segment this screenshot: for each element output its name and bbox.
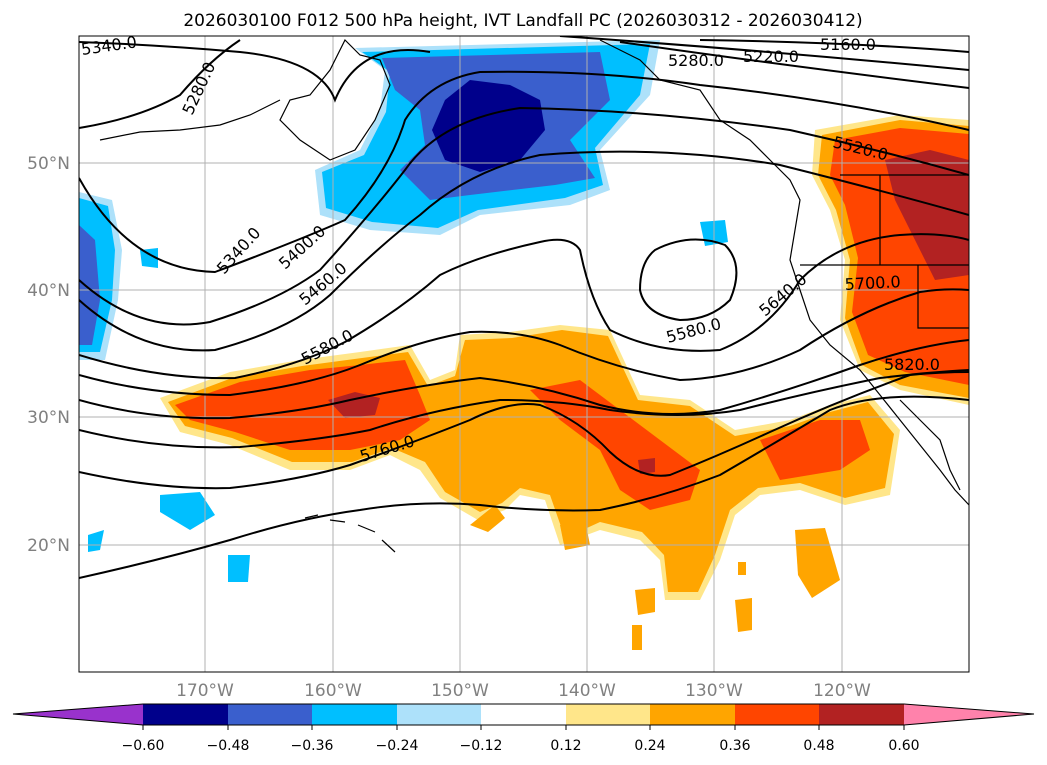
- ivt-region-pos-small: [738, 562, 746, 575]
- contour-line-5580-low: [638, 238, 738, 322]
- colorbar-segment: [312, 704, 397, 725]
- lat-label-40n: 40°N: [27, 281, 70, 301]
- colorbar-segment: [481, 704, 566, 725]
- ivt-region-pos-ar-dark: [638, 458, 655, 474]
- contour-line-5280-west: [79, 39, 241, 129]
- contour-line-5580: [79, 288, 969, 397]
- contour-line-5160: [699, 39, 969, 53]
- ivt-region-pos-small: [635, 588, 655, 615]
- ivt-region-neg-west-blue: [79, 225, 100, 345]
- coastline-alaska-peninsula: [99, 99, 281, 141]
- lon-label-160w: 160°W: [304, 681, 362, 701]
- contour-line-5820: [79, 395, 969, 579]
- coastline-alaska: [279, 38, 391, 161]
- coastline-north-america: [599, 39, 969, 506]
- graticule: [79, 36, 969, 672]
- state-borders: [800, 174, 969, 329]
- contour-label-5220: 5220.0: [743, 47, 799, 66]
- lon-label-170w: 170°W: [176, 681, 234, 701]
- colorbar-tick-label: −0.48: [207, 738, 250, 754]
- ivt-region-pos-dark: [885, 150, 969, 280]
- colorbar-segment: [228, 704, 312, 725]
- lon-axis: 170°W 160°W 150°W 140°W 130°W 120°W: [176, 681, 871, 701]
- ivt-region-neg-small: [140, 248, 158, 268]
- colorbar-extend-low: [13, 704, 143, 725]
- ivt-region-pos-small: [560, 520, 590, 550]
- contour-label-5820: 5820.0: [884, 355, 940, 374]
- ivt-region-pos-small: [632, 625, 642, 650]
- contour-line-5220: [559, 36, 969, 71]
- colorbar-segment: [397, 704, 481, 725]
- contour-label-5160: 5160.0: [820, 35, 876, 54]
- ivt-region-pos-ar-dark: [328, 392, 380, 418]
- ivt-region-pos-ar-red: [175, 360, 430, 450]
- lat-label-30n: 30°N: [27, 408, 70, 428]
- contour-line-5640: [79, 339, 969, 420]
- colorbar-tick-label: 0.36: [719, 738, 750, 754]
- ivt-region-pos-small: [735, 598, 752, 632]
- ivt-region-pos-ar-red: [530, 380, 700, 510]
- lon-label-130w: 130°W: [685, 681, 743, 701]
- map-frame: [78, 35, 970, 673]
- colorbar: −0.60 −0.48 −0.36 −0.24 −0.12 0.12 0.24 …: [12, 703, 1035, 754]
- colorbar-ticks: [142, 725, 905, 730]
- contour-line-5400: [79, 106, 969, 326]
- colorbar-segment: [566, 704, 650, 725]
- colorbar-segment: [143, 704, 228, 725]
- height-contours: [79, 36, 969, 579]
- ivt-fill-layer: [79, 40, 969, 650]
- colorbar-tick-label: 0.48: [803, 738, 834, 754]
- contour-line-5520: [79, 233, 969, 380]
- lon-label-150w: 150°W: [431, 681, 489, 701]
- colorbar-segment: [650, 704, 735, 725]
- lon-label-120w: 120°W: [813, 681, 871, 701]
- colorbar-tick-label: 0.60: [888, 738, 919, 754]
- ivt-region-neg-small: [160, 492, 215, 530]
- colorbar-tick-label: 0.12: [550, 738, 581, 754]
- ivt-region-pos-small: [470, 505, 505, 532]
- map-panel: 5340.0 5280.0 5280.0 5220.0 5160.0 5520.…: [78, 32, 970, 673]
- contour-label-5280: 5280.0: [668, 51, 724, 70]
- colorbar-tick-label: −0.36: [291, 738, 334, 754]
- colorbar-segment: [735, 704, 819, 725]
- lat-label-20n: 20°N: [27, 536, 70, 556]
- ivt-region-neg-small: [228, 555, 250, 582]
- colorbar-tick-label: 0.24: [634, 738, 665, 754]
- colorbar-tick-label: −0.12: [460, 738, 503, 754]
- islands-hawaii: [304, 514, 396, 553]
- coastlines: [99, 38, 969, 553]
- colorbar-extend-high: [904, 704, 1034, 725]
- colorbar-segment: [819, 704, 904, 725]
- contour-label-5700: 5700.0: [844, 272, 901, 294]
- contour-line-5460: [79, 150, 969, 352]
- coastline-baja: [899, 399, 961, 491]
- figure-title: 2026030100 F012 500 hPa height, IVT Land…: [183, 11, 862, 31]
- contour-line-5340-nw: [79, 41, 431, 103]
- contour-line-5280: [619, 41, 969, 89]
- ivt-region-neg-small: [88, 530, 104, 552]
- colorbar-tick-label: −0.60: [122, 738, 165, 754]
- colorbar-tick-label: −0.24: [376, 738, 419, 754]
- contour-line-5760: [79, 371, 969, 490]
- contour-line-5340: [79, 70, 969, 274]
- contour-line-5700: [79, 369, 969, 449]
- lat-label-50n: 50°N: [27, 154, 70, 174]
- lat-axis: 50°N 40°N 30°N 20°N: [27, 154, 70, 556]
- lon-label-140w: 140°W: [558, 681, 616, 701]
